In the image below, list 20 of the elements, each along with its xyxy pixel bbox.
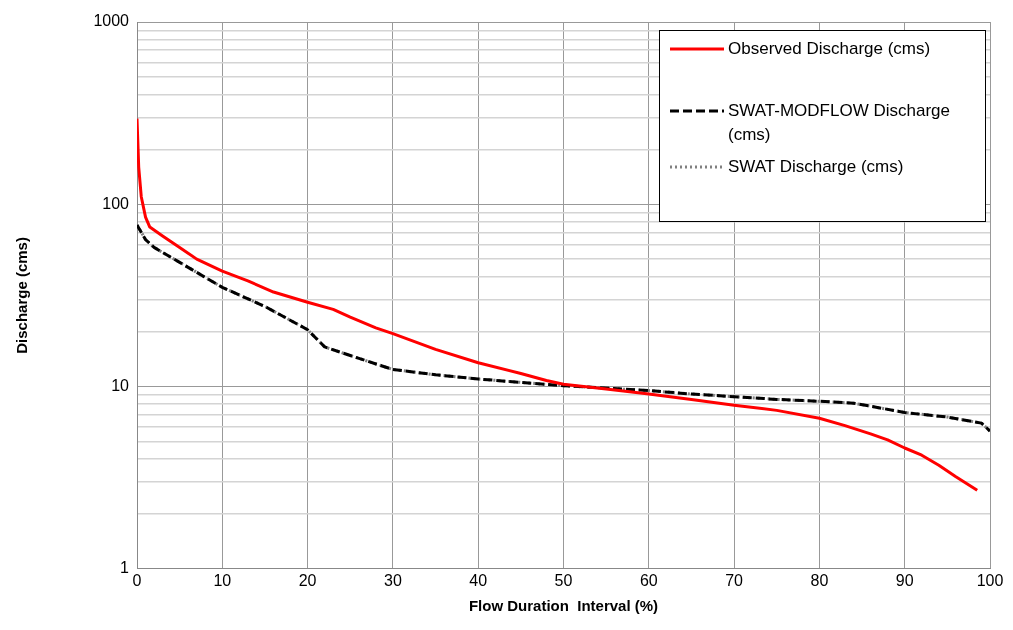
y-axis-title: Discharge (cms) — [13, 237, 31, 354]
x-tick-label: 80 — [810, 571, 829, 589]
y-tick-label: 1 — [120, 559, 130, 577]
x-tick-label: 90 — [895, 571, 914, 589]
x-axis-title: Flow Duration Interval (%) — [468, 597, 659, 615]
x-tick-label: 70 — [725, 571, 744, 589]
x-tick-label: 100 — [976, 571, 1004, 589]
y-tick-label: 1000 — [93, 12, 130, 30]
legend-label: Observed Discharge (cms) — [728, 38, 931, 60]
x-tick-label: 50 — [554, 571, 573, 589]
x-tick-label: 60 — [639, 571, 658, 589]
legend-label: SWAT Discharge (cms) — [728, 156, 904, 178]
y-tick-label: 100 — [102, 194, 130, 212]
x-tick-label: 40 — [469, 571, 488, 589]
x-tick-label: 30 — [384, 571, 402, 589]
y-tick-label: 10 — [111, 376, 130, 394]
x-tick-label: 10 — [213, 571, 232, 589]
legend-label: SWAT-MODFLOW Discharge (cms) — [728, 100, 951, 146]
x-tick-label: 0 — [132, 571, 142, 589]
x-tick-label: 20 — [298, 571, 317, 589]
